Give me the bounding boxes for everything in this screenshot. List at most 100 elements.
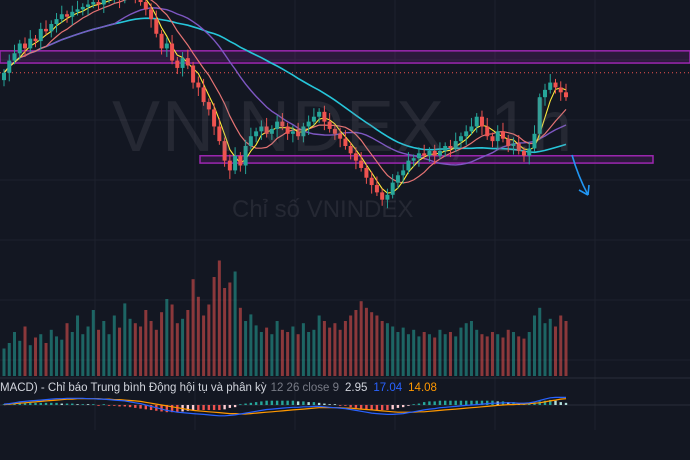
macd-histogram-bar xyxy=(191,405,195,411)
volume-bar xyxy=(375,315,379,376)
volume-bar xyxy=(60,339,64,376)
macd-histogram-bar xyxy=(323,403,326,405)
candle-body xyxy=(65,14,70,17)
volume-bar xyxy=(538,307,542,376)
volume-bar xyxy=(18,340,22,376)
macd-histogram-bar xyxy=(249,402,253,405)
candle-body xyxy=(306,121,311,127)
macd-histogram-bar xyxy=(55,402,58,405)
macd-histogram-bar xyxy=(438,400,442,405)
candle-body xyxy=(28,38,33,49)
macd-histogram-bar xyxy=(275,400,279,405)
volume-bar xyxy=(23,326,27,376)
volume-bar xyxy=(160,312,164,376)
macd-histogram-bar xyxy=(228,405,232,408)
candle-body xyxy=(285,126,290,134)
volume-bar xyxy=(228,282,232,376)
macd-histogram-bar xyxy=(186,405,190,411)
volume-bar xyxy=(480,334,484,376)
candle-body xyxy=(301,126,306,137)
volume-bar xyxy=(217,260,221,376)
macd-histogram-bar xyxy=(317,402,321,405)
macd-histogram-bar xyxy=(270,400,274,405)
macd-histogram-bar xyxy=(433,401,436,405)
macd-histogram-bar xyxy=(212,405,216,411)
macd-histogram-bar xyxy=(549,399,552,405)
candle-body xyxy=(401,170,406,176)
macd-pane xyxy=(0,396,690,417)
candle-body xyxy=(500,131,505,139)
macd-histogram-bar xyxy=(328,404,331,405)
macd-histogram-bar xyxy=(118,405,121,407)
macd-histogram-bar xyxy=(533,402,536,405)
candle-body xyxy=(86,4,91,7)
candle-body xyxy=(490,136,495,142)
candle-body xyxy=(369,177,374,186)
macd-histogram-bar xyxy=(449,400,452,405)
macd-histogram-bar xyxy=(486,400,489,405)
macd-histogram-bar xyxy=(417,403,421,405)
volume-bar xyxy=(238,307,242,376)
candle-body xyxy=(395,175,400,183)
volume-bar xyxy=(133,323,137,376)
macd-histogram-bar xyxy=(465,400,468,405)
macd-histogram-bar xyxy=(160,405,163,412)
volume-bar xyxy=(186,310,190,376)
volume-bar xyxy=(286,332,290,376)
candle-body xyxy=(322,111,327,122)
macd-histogram-bar xyxy=(76,404,79,405)
candle-body xyxy=(332,128,337,134)
macd-histogram-bar xyxy=(375,405,379,411)
macd-histogram-bar xyxy=(134,405,137,408)
macd-histogram-bar xyxy=(291,400,295,405)
candle-body xyxy=(196,82,201,88)
volume-bar xyxy=(349,315,353,376)
macd-histogram-bar xyxy=(39,402,42,405)
volume-bar xyxy=(427,334,431,376)
macd-histogram-bar xyxy=(554,400,557,405)
volume-bar xyxy=(443,334,447,376)
candle-body xyxy=(54,19,59,24)
candle-body xyxy=(558,87,563,93)
candle-body xyxy=(542,89,547,98)
candle-body xyxy=(548,82,553,90)
candle-body xyxy=(311,116,316,122)
volume-bar xyxy=(370,312,374,376)
macd-histogram-bar xyxy=(281,400,284,405)
candle-body xyxy=(143,2,148,10)
macd-histogram-bar xyxy=(401,405,405,408)
candle-body xyxy=(191,65,196,83)
candle-body xyxy=(91,2,96,5)
candle-body xyxy=(159,33,164,49)
candle-body xyxy=(495,131,500,142)
macd-histogram-bar xyxy=(50,402,53,405)
volume-bar xyxy=(501,337,505,376)
macd-legend-title: MACD) - Chỉ báo Trung bình Động hội tụ v… xyxy=(0,382,267,394)
volume-bar xyxy=(469,321,473,376)
candle-body xyxy=(374,185,379,193)
macd-histogram-bar xyxy=(354,405,358,408)
macd-histogram-bar xyxy=(244,403,247,405)
volume-bar xyxy=(34,337,38,376)
volume-bar xyxy=(511,332,515,376)
macd-histogram-bar xyxy=(13,403,16,405)
candle-body xyxy=(12,53,17,61)
volume-bar xyxy=(139,326,143,376)
candle-body xyxy=(432,150,437,156)
volume-bar xyxy=(233,271,237,376)
candle-body xyxy=(154,19,159,34)
macd-histogram-bar xyxy=(107,405,111,406)
candle-body xyxy=(443,146,448,151)
macd-legend[interactable]: MACD) - Chỉ báo Trung bình Động hội tụ v… xyxy=(0,382,437,394)
macd-histogram-bar xyxy=(113,405,116,406)
macd-histogram-bar xyxy=(260,401,263,405)
macd-histogram-bar xyxy=(386,405,389,411)
volume-bar xyxy=(275,321,279,376)
macd-histogram-bar xyxy=(207,405,211,411)
candle-body xyxy=(348,146,353,154)
candle-body xyxy=(280,121,285,127)
macd-histogram-bar xyxy=(144,405,148,410)
macd-histogram-bar xyxy=(218,405,221,411)
volume-bar xyxy=(517,336,521,376)
